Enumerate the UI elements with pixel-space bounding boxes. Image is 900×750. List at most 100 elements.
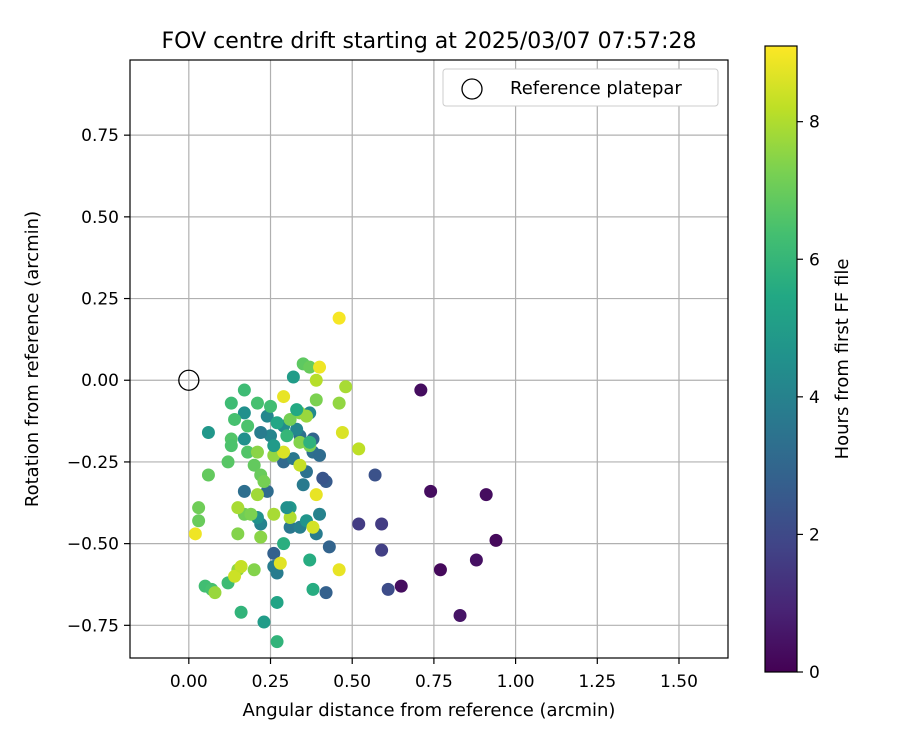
data-point (309, 488, 323, 502)
y-tick-label: 0.50 (81, 208, 119, 228)
data-point (270, 416, 284, 430)
data-point (237, 484, 251, 498)
data-point (277, 445, 291, 459)
reference-marker (178, 369, 200, 391)
data-point (322, 540, 336, 554)
data-point (303, 435, 317, 449)
data-point (433, 563, 447, 577)
x-tick-label: 0.00 (170, 672, 208, 692)
data-point (283, 510, 297, 524)
x-axis-label: Angular distance from reference (arcmin) (243, 700, 616, 721)
data-point (267, 448, 281, 462)
x-tick-label: 0.75 (415, 672, 453, 692)
data-point (283, 520, 297, 534)
y-tick-label: 0.75 (81, 126, 119, 146)
data-point (224, 439, 238, 453)
data-point (237, 432, 251, 446)
data-point (394, 579, 408, 593)
data-point (192, 501, 206, 515)
y-axis-label: Rotation from reference (arcmin) (22, 211, 43, 507)
data-point (254, 530, 268, 544)
data-point (296, 478, 310, 492)
plot-frame (129, 59, 729, 659)
data-point (339, 380, 353, 394)
data-point (244, 507, 258, 521)
data-point (290, 403, 304, 417)
data-point (267, 546, 281, 560)
colorbar-ticks: 0 2 4 6 8 (797, 113, 820, 683)
data-point (332, 563, 346, 577)
data-point (306, 582, 320, 596)
data-point (231, 527, 245, 541)
data-point (264, 429, 278, 443)
reference-point-marker (178, 369, 200, 391)
y-tick-label: 0.00 (81, 371, 119, 391)
data-point (280, 501, 294, 515)
data-point (313, 360, 327, 374)
data-point (309, 373, 323, 387)
data-point (332, 396, 346, 410)
data-point (247, 458, 261, 472)
data-point (241, 419, 255, 433)
x-axis-ticks: 0.00 0.25 0.50 0.75 1.00 1.25 1.50 (170, 658, 698, 692)
data-point (277, 455, 291, 469)
data-point (250, 396, 264, 410)
data-point (352, 442, 366, 456)
data-point (250, 488, 264, 502)
data-point (414, 383, 428, 397)
data-point (280, 429, 294, 443)
data-point (260, 409, 274, 423)
colorbar: 0 2 4 6 8 Hours from first FF file (764, 45, 853, 683)
data-point (290, 422, 304, 436)
data-point (260, 484, 274, 498)
data-point (250, 445, 264, 459)
data-point (283, 412, 297, 426)
data-point (273, 556, 287, 570)
x-tick-label: 0.50 (333, 672, 371, 692)
colorbar-tick-label: 6 (809, 250, 820, 270)
data-point (237, 383, 251, 397)
data-point (303, 553, 317, 567)
data-point (231, 501, 245, 515)
data-point (241, 445, 255, 459)
colorbar-tick-label: 4 (809, 388, 820, 408)
data-point (247, 563, 261, 577)
data-point (221, 455, 235, 469)
x-tick-label: 0.25 (252, 672, 290, 692)
data-point (228, 569, 242, 583)
data-point (375, 543, 389, 557)
colorbar-tick-label: 2 (809, 525, 820, 545)
y-tick-label: −0.25 (67, 453, 119, 473)
data-point (201, 468, 215, 482)
x-tick-label: 1.50 (660, 672, 698, 692)
legend: Reference platepar (442, 68, 719, 107)
data-point (293, 458, 307, 472)
legend-marker-icon (461, 78, 483, 100)
data-point (257, 475, 271, 489)
y-axis-ticks: −0.75 −0.50 −0.25 0.00 0.25 0.50 0.75 (67, 126, 130, 636)
data-point (375, 517, 389, 531)
data-point (489, 533, 503, 547)
data-point (316, 471, 330, 485)
y-tick-label: 0.25 (81, 290, 119, 310)
legend-box (442, 68, 719, 107)
legend-label: Reference platepar (510, 78, 682, 99)
data-point (319, 586, 333, 600)
data-point (267, 507, 281, 521)
chart-title: FOV centre drift starting at 2025/03/07 … (162, 29, 697, 54)
data-point (224, 396, 238, 410)
data-point (270, 566, 284, 580)
data-point (234, 560, 248, 574)
data-point (313, 507, 327, 521)
data-point (293, 435, 307, 449)
data-point (254, 426, 268, 440)
data-point (352, 517, 366, 531)
data-point (208, 586, 222, 600)
data-point (286, 370, 300, 384)
data-point (270, 635, 284, 649)
data-point (332, 311, 346, 325)
data-point (453, 609, 467, 623)
data-point (469, 553, 483, 567)
y-tick-label: −0.75 (67, 616, 119, 636)
